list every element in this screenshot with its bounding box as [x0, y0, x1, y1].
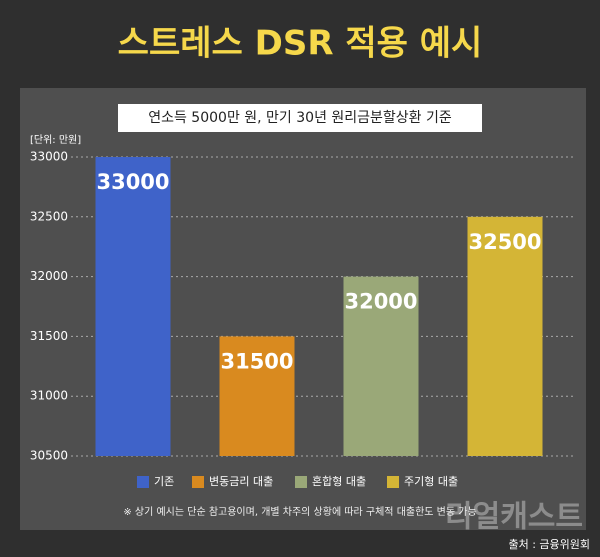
source: 출처 : 금융위원회	[508, 538, 590, 551]
y-tick-label: 31000	[30, 389, 68, 403]
note: ※ 상기 예시는 단순 참고용이며, 개별 차주의 상황에 따라 구체적 대출한…	[123, 506, 476, 518]
legend-swatch	[137, 476, 149, 488]
legend-label: 주기형 대출	[404, 475, 458, 488]
value-label: 31500	[220, 349, 293, 373]
value-label: 32000	[344, 290, 417, 314]
bar	[467, 216, 543, 456]
value-label: 32500	[468, 230, 541, 254]
y-tick-label: 33000	[30, 150, 68, 164]
subtitle-box	[118, 104, 482, 132]
y-tick-label: 31500	[30, 329, 68, 343]
y-tick-label: 30500	[30, 449, 68, 463]
bar	[343, 276, 419, 456]
chart-subtitle: 연소득 5000만 원, 만기 30년 원리금분할상환 기준	[148, 110, 452, 126]
legend-swatch	[192, 476, 204, 488]
unit-label: [단위: 만원]	[30, 133, 81, 146]
chart-title: 스트레스 DSR 적용 예시	[118, 24, 483, 64]
legend-swatch	[295, 476, 307, 488]
watermark: 리얼캐스트	[445, 500, 583, 535]
value-label: 33000	[96, 170, 169, 194]
y-tick-label: 32500	[30, 209, 68, 223]
legend-label: 기존	[154, 475, 174, 488]
legend-swatch	[387, 476, 399, 488]
legend-label: 혼합형 대출	[312, 475, 366, 488]
bar	[95, 157, 171, 456]
legend-label: 변동금리 대출	[209, 475, 273, 488]
bar	[219, 336, 295, 456]
y-tick-label: 32000	[30, 269, 68, 283]
